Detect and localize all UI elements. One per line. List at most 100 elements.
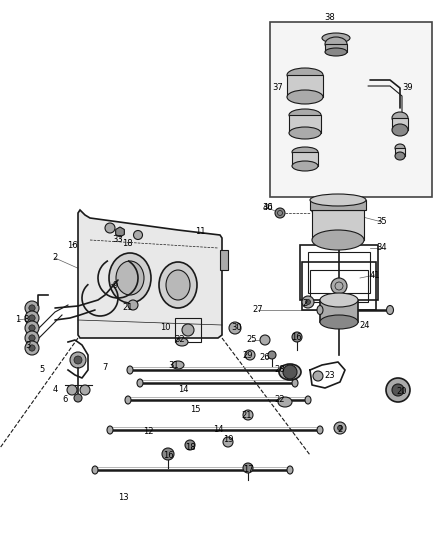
- Text: 31: 31: [169, 360, 179, 369]
- Text: 35: 35: [377, 217, 387, 227]
- Ellipse shape: [395, 152, 405, 160]
- Text: 30: 30: [232, 324, 242, 333]
- Text: 2: 2: [337, 425, 343, 434]
- Circle shape: [302, 296, 314, 308]
- Text: 40: 40: [263, 204, 273, 213]
- Text: 2: 2: [302, 298, 307, 308]
- Circle shape: [134, 230, 142, 239]
- Text: 32: 32: [175, 335, 185, 344]
- Circle shape: [70, 352, 86, 368]
- Ellipse shape: [92, 466, 98, 474]
- Circle shape: [74, 394, 82, 402]
- Circle shape: [25, 311, 39, 325]
- Circle shape: [283, 365, 297, 379]
- Text: 7: 7: [102, 364, 108, 373]
- Bar: [270, 22, 432, 197]
- Bar: [302, 262, 376, 310]
- Circle shape: [29, 315, 35, 321]
- Circle shape: [25, 321, 39, 335]
- Bar: [310, 200, 366, 210]
- Circle shape: [116, 228, 124, 236]
- Circle shape: [162, 448, 174, 460]
- Circle shape: [229, 322, 241, 334]
- Text: 36: 36: [263, 204, 273, 213]
- Text: 18: 18: [122, 238, 132, 247]
- Polygon shape: [78, 210, 222, 338]
- Text: 21: 21: [123, 303, 133, 312]
- Text: 2: 2: [53, 254, 58, 262]
- Bar: [310, 270, 368, 302]
- Ellipse shape: [322, 33, 350, 43]
- Text: 38: 38: [325, 13, 336, 22]
- Circle shape: [182, 324, 194, 336]
- Text: 16: 16: [67, 240, 78, 249]
- Text: 21: 21: [242, 410, 252, 419]
- Ellipse shape: [325, 48, 347, 56]
- Circle shape: [128, 300, 138, 310]
- Text: 5: 5: [39, 366, 45, 375]
- Circle shape: [29, 345, 35, 351]
- Text: 22: 22: [275, 395, 285, 405]
- Circle shape: [392, 384, 404, 396]
- Ellipse shape: [287, 90, 323, 104]
- Text: 3: 3: [25, 341, 31, 350]
- Ellipse shape: [317, 305, 323, 314]
- Text: 37: 37: [272, 83, 283, 92]
- Ellipse shape: [109, 253, 151, 303]
- Circle shape: [29, 335, 35, 341]
- Ellipse shape: [289, 109, 321, 121]
- Ellipse shape: [312, 230, 364, 250]
- Ellipse shape: [320, 293, 358, 307]
- Ellipse shape: [312, 200, 364, 220]
- Text: 10: 10: [160, 324, 170, 333]
- Ellipse shape: [278, 397, 292, 407]
- Ellipse shape: [287, 68, 323, 82]
- Ellipse shape: [386, 305, 393, 314]
- Text: 8: 8: [23, 316, 28, 325]
- Ellipse shape: [127, 366, 133, 374]
- Ellipse shape: [395, 144, 405, 152]
- Text: 24: 24: [360, 320, 370, 329]
- Text: 34: 34: [377, 244, 387, 253]
- Circle shape: [80, 385, 90, 395]
- Text: 18: 18: [185, 442, 195, 451]
- Text: 15: 15: [190, 406, 200, 415]
- Circle shape: [25, 331, 39, 345]
- Circle shape: [268, 351, 276, 359]
- Text: 25: 25: [247, 335, 257, 344]
- Circle shape: [223, 437, 233, 447]
- Circle shape: [29, 325, 35, 331]
- Circle shape: [185, 440, 195, 450]
- Circle shape: [260, 335, 270, 345]
- Text: 13: 13: [118, 494, 128, 503]
- Circle shape: [74, 356, 82, 364]
- Text: 39: 39: [403, 83, 413, 92]
- Ellipse shape: [159, 262, 197, 308]
- Text: 16: 16: [162, 451, 173, 461]
- Text: 1: 1: [15, 316, 21, 325]
- Circle shape: [243, 463, 253, 473]
- Text: 4: 4: [53, 385, 58, 394]
- Ellipse shape: [176, 338, 188, 346]
- Text: 17: 17: [243, 465, 253, 474]
- Ellipse shape: [172, 361, 184, 369]
- Circle shape: [331, 278, 347, 294]
- Circle shape: [292, 332, 302, 342]
- Circle shape: [338, 425, 343, 431]
- Circle shape: [25, 301, 39, 315]
- Ellipse shape: [292, 147, 318, 157]
- Ellipse shape: [292, 379, 298, 387]
- Text: 14: 14: [213, 425, 223, 434]
- Circle shape: [275, 208, 285, 218]
- Bar: [308, 252, 370, 293]
- Bar: [289, 115, 321, 133]
- Circle shape: [105, 223, 115, 233]
- Ellipse shape: [392, 112, 408, 124]
- Bar: [175, 318, 201, 342]
- Bar: [287, 75, 323, 97]
- Ellipse shape: [125, 396, 131, 404]
- Text: 29: 29: [243, 351, 253, 359]
- Ellipse shape: [287, 466, 293, 474]
- Text: 27: 27: [253, 305, 263, 314]
- Circle shape: [313, 371, 323, 381]
